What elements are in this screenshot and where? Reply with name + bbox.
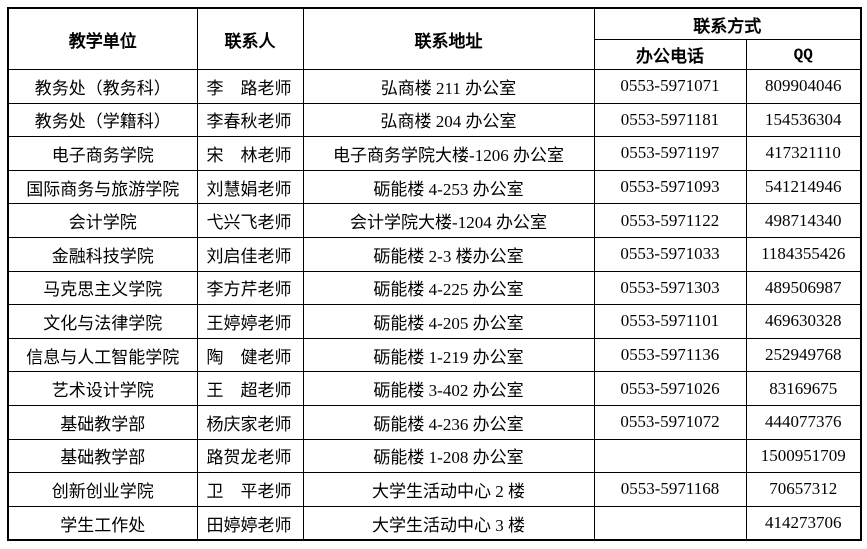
cell-address: 砺能楼 4-205 办公室	[302, 304, 595, 339]
table-row: 金融科技学院 刘启佳老师 砺能楼 2-3 楼办公室 0553-5971033 11843…	[7, 236, 862, 272]
cell-phone: 0553-5971181	[593, 102, 747, 138]
cell-address: 砺能楼 2-3 楼办公室	[302, 236, 595, 272]
cell-address: 电子商务学院大楼-1206 办公室	[302, 136, 595, 171]
table-row: 国际商务与旅游学院 刘慧娟老师 砺能楼 4-253 办公室 0553-5971093 5…	[7, 169, 862, 205]
cell-address: 砺能楼 1-219 办公室	[302, 337, 595, 373]
cell-unit: 金融科技学院	[7, 236, 198, 272]
cell-contact: 李春秋老师	[196, 102, 304, 138]
cell-phone	[593, 505, 747, 541]
cell-unit: 文化与法律学院	[7, 304, 198, 339]
cell-phone: 0553-5971071	[593, 69, 747, 104]
cell-contact: 陶 健老师	[196, 337, 304, 373]
cell-contact: 宋 林老师	[196, 136, 304, 171]
table-body: 教务处（教务科）李 路老师 弘商楼 211 办公室 0553-5971071 8099…	[7, 69, 862, 541]
cell-unit: 马克思主义学院	[7, 270, 198, 306]
cell-unit: 会计学院	[7, 203, 198, 238]
cell-qq: 1500951709	[745, 438, 862, 474]
cell-phone: 0553-5971122	[593, 203, 747, 238]
cell-qq: 417321110	[745, 136, 862, 171]
cell-address: 砺能楼 4-236 办公室	[302, 404, 595, 440]
cell-phone: 0553-5971026	[593, 371, 747, 406]
cell-unit: 学生工作处	[7, 505, 198, 541]
cell-contact: 杨庆家老师	[196, 404, 304, 440]
cell-phone: 0553-5971303	[593, 270, 747, 306]
table-row: 电子商务学院宋 林老师 电子商务学院大楼-1206 办公室 0553-5971197…	[7, 136, 862, 171]
cell-qq: 252949768	[745, 337, 862, 373]
cell-phone: 0553-5971197	[593, 136, 747, 171]
header-contact: 联系人	[196, 7, 304, 70]
table-row: 信息与人工智能学院陶 健老师 砺能楼 1-219 办公室 0553-5971136 2…	[7, 337, 862, 373]
cell-unit: 信息与人工智能学院	[7, 337, 198, 373]
cell-phone: 0553-5971168	[593, 472, 747, 507]
cell-qq: 444077376	[745, 404, 862, 440]
cell-address: 弘商楼 204 办公室	[302, 102, 595, 138]
cell-address: 大学生活动中心 2 楼	[302, 472, 595, 507]
cell-qq: 809904046	[745, 69, 862, 104]
cell-qq: 83169675	[745, 371, 862, 406]
cell-contact: 田婷婷老师	[196, 505, 304, 541]
header-phone: 办公电话	[593, 39, 747, 70]
cell-address: 砺能楼 4-253 办公室	[302, 169, 595, 205]
table-row: 学生工作处 田婷婷老师 大学生活动中心 3 楼 414273706	[7, 505, 862, 541]
header-address: 联系地址	[302, 7, 595, 70]
cell-address: 大学生活动中心 3 楼	[302, 505, 595, 541]
cell-contact: 王婷婷老师	[196, 304, 304, 339]
cell-contact: 李 路老师	[196, 69, 304, 104]
table-row: 教务处（学籍科） 李春秋老师 弘商楼 204 办公室 0553-5971181 1545…	[7, 102, 862, 138]
header-row-2: 办公电话 QQ	[8, 39, 862, 70]
cell-contact: 卫 平老师	[196, 472, 304, 507]
cell-phone: 0553-5971101	[593, 304, 747, 339]
table-header: 教学单位 联系人 联系地址 联系方式 办公电话 QQ	[7, 7, 862, 70]
cell-contact: 刘启佳老师	[196, 236, 304, 272]
cell-unit: 创新创业学院	[7, 472, 198, 507]
table-row: 教务处（教务科）李 路老师 弘商楼 211 办公室 0553-5971071 8099…	[7, 69, 862, 104]
cell-phone	[593, 438, 747, 474]
cell-unit: 电子商务学院	[7, 136, 198, 171]
cell-unit: 艺术设计学院	[7, 371, 198, 406]
table-row: 马克思主义学院 李方芹老师 砺能楼 4-225 办公室 0553-5971303 489…	[7, 270, 862, 306]
cell-qq: 489506987	[745, 270, 862, 306]
header-contact-method: 联系方式	[593, 7, 862, 40]
table-row: 艺术设计学院王 超老师 砺能楼 3-402 办公室 0553-5971026 8316…	[7, 371, 862, 406]
table-row: 基础教学部 路贺龙老师 砺能楼 1-208 办公室 1500951709	[7, 438, 862, 474]
cell-unit: 基础教学部	[7, 438, 198, 474]
cell-unit: 国际商务与旅游学院	[7, 169, 198, 205]
cell-qq: 414273706	[745, 505, 862, 541]
cell-qq: 154536304	[745, 102, 862, 138]
cell-contact: 李方芹老师	[196, 270, 304, 306]
cell-address: 砺能楼 4-225 办公室	[302, 270, 595, 306]
cell-qq: 498714340	[745, 203, 862, 238]
cell-unit: 教务处（学籍科）	[7, 102, 198, 138]
cell-unit: 基础教学部	[7, 404, 198, 440]
cell-qq: 469630328	[745, 304, 862, 339]
cell-qq: 541214946	[745, 169, 862, 205]
header-qq: QQ	[745, 39, 862, 70]
cell-phone: 0553-5971093	[593, 169, 747, 205]
cell-phone: 0553-5971033	[593, 236, 747, 272]
table-row: 会计学院 弋兴飞老师 会计学院大楼-1204 办公室 0553-5971122 4987…	[7, 203, 862, 238]
cell-unit: 教务处（教务科）	[7, 69, 198, 104]
cell-address: 砺能楼 3-402 办公室	[302, 371, 595, 406]
cell-contact: 路贺龙老师	[196, 438, 304, 474]
contact-table: 教学单位 联系人 联系地址 联系方式 办公电话 QQ 教务处（教务科）李 路老师…	[7, 7, 862, 542]
header-unit: 教学单位	[7, 7, 198, 70]
cell-qq: 70657312	[745, 472, 862, 507]
cell-contact: 王 超老师	[196, 371, 304, 406]
header-row-1: 教学单位 联系人 联系地址 联系方式	[7, 7, 862, 70]
cell-phone: 0553-5971072	[593, 404, 747, 440]
cell-contact: 刘慧娟老师	[196, 169, 304, 205]
cell-phone: 0553-5971136	[593, 337, 747, 373]
table-row: 基础教学部 杨庆家老师 砺能楼 4-236 办公室 0553-5971072 44407…	[7, 404, 862, 440]
table-row: 文化与法律学院 王婷婷老师 砺能楼 4-205 办公室 0553-5971101 469…	[7, 304, 862, 339]
cell-address: 弘商楼 211 办公室	[302, 69, 595, 104]
cell-address: 砺能楼 1-208 办公室	[302, 438, 595, 474]
cell-address: 会计学院大楼-1204 办公室	[302, 203, 595, 238]
cell-contact: 弋兴飞老师	[196, 203, 304, 238]
cell-qq: 1184355426	[745, 236, 862, 272]
table-row: 创新创业学院卫 平老师 大学生活动中心 2 楼 0553-5971168 706573…	[7, 472, 862, 507]
